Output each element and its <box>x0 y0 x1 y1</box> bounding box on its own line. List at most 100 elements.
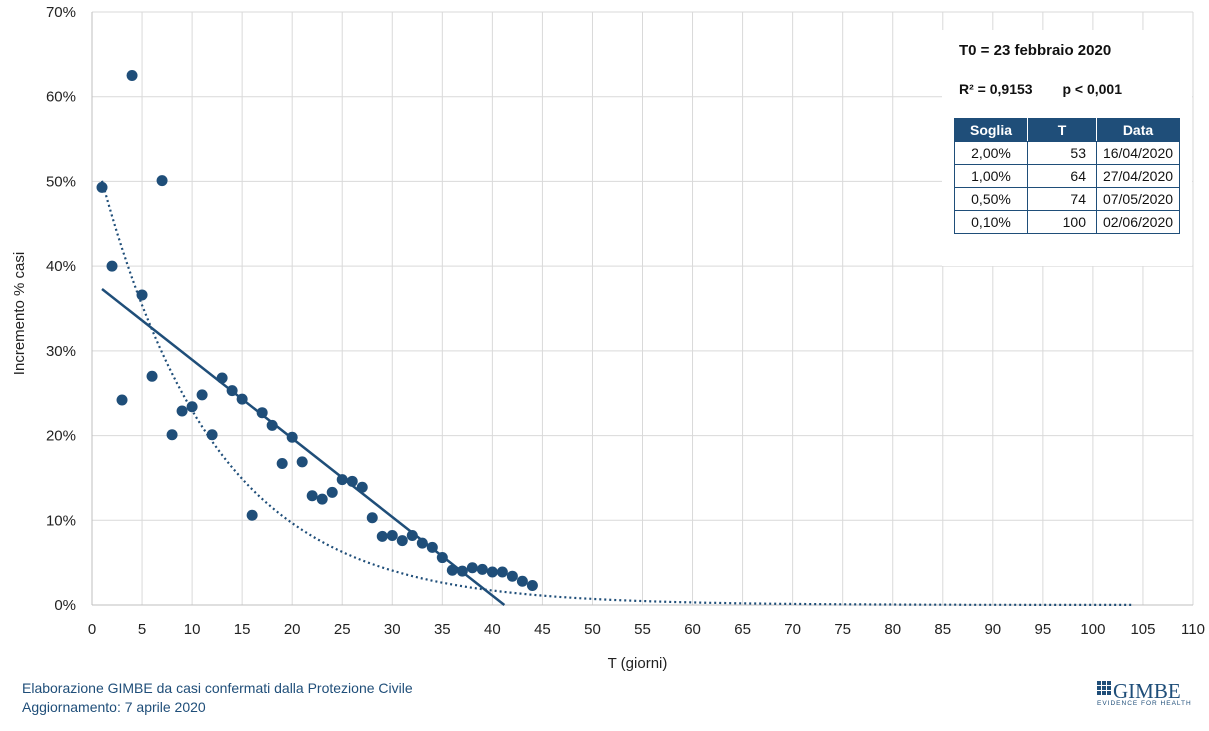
cell-soglia: 1,00% <box>954 164 1028 188</box>
data-point <box>166 429 178 441</box>
data-point <box>386 530 398 542</box>
data-point <box>426 541 438 553</box>
data-point <box>356 481 368 493</box>
y-tick-label: 20% <box>46 428 76 445</box>
x-tick-label: 10 <box>184 621 201 638</box>
grid-logo-icon <box>1097 681 1111 695</box>
thresholds-table: Soglia T Data 2,00% 53 16/04/2020 1,00% … <box>954 118 1180 234</box>
cell-t: 100 <box>1027 210 1097 234</box>
data-point <box>526 580 538 592</box>
data-point <box>306 490 318 502</box>
table-row: 0,10% 100 02/06/2020 <box>954 210 1180 234</box>
cell-data: 07/05/2020 <box>1096 187 1180 211</box>
cell-t: 64 <box>1027 164 1097 188</box>
cell-soglia: 0,50% <box>954 187 1028 211</box>
data-point <box>496 566 508 578</box>
x-tick-label: 105 <box>1130 621 1155 638</box>
data-point <box>156 175 168 187</box>
data-point <box>286 431 298 443</box>
data-point <box>146 370 158 382</box>
data-point <box>366 512 378 524</box>
data-point <box>296 456 308 468</box>
x-tick-label: 95 <box>1035 621 1052 638</box>
gimbe-logo: GIMBE EVIDENCE FOR HEALTH <box>1097 679 1197 709</box>
t0-annotation: T0 = 23 febbraio 2020 <box>959 42 1112 59</box>
data-point <box>256 407 268 419</box>
data-point <box>206 429 218 441</box>
data-point <box>236 393 248 405</box>
data-point <box>316 493 328 505</box>
x-axis-title: T (giorni) <box>608 655 668 672</box>
cell-t: 53 <box>1027 141 1097 165</box>
x-tick-label: 5 <box>138 621 146 638</box>
x-tick-label: 35 <box>434 621 451 638</box>
data-point <box>506 570 518 582</box>
x-tick-label: 55 <box>634 621 651 638</box>
data-point <box>516 575 528 587</box>
data-point <box>336 474 348 486</box>
cell-data: 16/04/2020 <box>1096 141 1180 165</box>
x-tick-label: 25 <box>334 621 351 638</box>
x-tick-label: 45 <box>534 621 551 638</box>
data-point <box>116 394 128 406</box>
x-tick-labels: 0 5 10 15 20 25 30 35 40 45 50 55 60 65 70 75 80 85 90 95 10… <box>88 621 1205 638</box>
x-tick-label: 70 <box>784 621 801 638</box>
cell-data: 02/06/2020 <box>1096 210 1180 234</box>
data-point <box>246 509 258 521</box>
y-tick-label: 50% <box>46 173 76 190</box>
y-tick-label: 10% <box>46 512 76 529</box>
data-point <box>396 535 408 547</box>
data-point <box>406 530 418 542</box>
x-tick-label: 85 <box>934 621 951 638</box>
x-tick-label: 15 <box>234 621 251 638</box>
y-tick-label: 0% <box>54 597 76 614</box>
stats-panel: T0 = 23 febbraio 2020 R² = 0,9153 p < 0,… <box>942 30 1192 266</box>
data-point <box>436 552 448 564</box>
x-tick-label: 30 <box>384 621 401 638</box>
logo-wordmark: GIMBE <box>1113 679 1181 703</box>
data-point <box>456 565 468 577</box>
x-tick-label: 90 <box>984 621 1001 638</box>
footer-update: Aggiornamento: 7 aprile 2020 <box>22 699 206 715</box>
cell-t: 74 <box>1027 187 1097 211</box>
cell-soglia: 2,00% <box>954 141 1028 165</box>
data-point <box>466 562 478 574</box>
data-point <box>346 475 358 487</box>
data-point <box>446 564 458 576</box>
table-header-row: Soglia T Data <box>954 118 1180 142</box>
data-point <box>276 458 288 470</box>
y-axis-title: Incremento % casi <box>11 252 28 375</box>
data-point <box>326 486 338 498</box>
data-point <box>136 289 148 301</box>
logo-tagline: EVIDENCE FOR HEALTH <box>1097 700 1192 707</box>
x-tick-label: 20 <box>284 621 301 638</box>
y-tick-label: 70% <box>46 4 76 21</box>
table-row: 2,00% 53 16/04/2020 <box>954 141 1180 165</box>
data-point <box>266 419 278 431</box>
linear-fit-line <box>101 288 506 606</box>
x-tick-label: 40 <box>484 621 501 638</box>
data-point <box>96 181 108 193</box>
cell-data: 27/04/2020 <box>1096 164 1180 188</box>
r-squared: R² = 0,9153 <box>959 81 1033 97</box>
data-point <box>196 389 208 401</box>
data-point <box>226 385 238 397</box>
data-point <box>176 405 188 417</box>
table-row: 1,00% 64 27/04/2020 <box>954 164 1180 188</box>
y-tick-label: 30% <box>46 343 76 360</box>
header-t: T <box>1027 118 1097 142</box>
data-point <box>126 70 138 82</box>
data-point <box>486 566 498 578</box>
y-tick-label: 60% <box>46 89 76 106</box>
data-points <box>96 70 538 592</box>
x-tick-label: 60 <box>684 621 701 638</box>
fit-statistics: R² = 0,9153 p < 0,001 <box>959 81 1122 97</box>
fit-lines <box>100 180 1133 606</box>
x-tick-label: 75 <box>834 621 851 638</box>
x-tick-label: 0 <box>88 621 96 638</box>
x-tick-label: 50 <box>584 621 601 638</box>
footer-source: Elaborazione GIMBE da casi confermati da… <box>22 680 413 696</box>
y-tick-labels: 0% 10% 20% 30% 40% 50% 60% 70% <box>46 4 76 614</box>
x-tick-label: 65 <box>734 621 751 638</box>
